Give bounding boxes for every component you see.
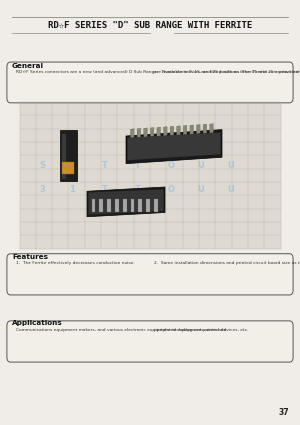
Text: U: U [228, 184, 234, 194]
Polygon shape [107, 199, 111, 212]
Text: RD☆F SERIES "D" SUB RANGE WITH FERRITE: RD☆F SERIES "D" SUB RANGE WITH FERRITE [48, 21, 252, 30]
Text: I: I [70, 161, 74, 170]
Text: S: S [39, 161, 45, 170]
Polygon shape [170, 126, 174, 136]
Polygon shape [196, 125, 200, 134]
Polygon shape [164, 127, 167, 136]
Polygon shape [150, 128, 154, 137]
Text: T: T [102, 161, 108, 170]
Polygon shape [88, 190, 164, 215]
Polygon shape [61, 134, 66, 178]
Polygon shape [115, 199, 119, 212]
Polygon shape [123, 199, 127, 212]
Bar [20, 102, 281, 249]
Text: General: General [12, 63, 44, 69]
Polygon shape [203, 124, 207, 133]
Polygon shape [60, 130, 76, 181]
Polygon shape [62, 162, 74, 174]
Polygon shape [130, 129, 134, 138]
FancyBboxPatch shape [7, 62, 293, 103]
Text: 1: 1 [69, 184, 75, 194]
Polygon shape [157, 127, 160, 136]
Text: O: O [167, 161, 175, 170]
Text: Applications: Applications [12, 320, 63, 326]
Polygon shape [99, 199, 103, 212]
FancyBboxPatch shape [7, 254, 293, 295]
Text: Features: Features [12, 254, 48, 260]
Text: 1.  The Ferrite effectively decreases conduction noise.: 1. The Ferrite effectively decreases con… [16, 261, 135, 265]
Text: Communications equipment makers, and various electronic equipment including comp: Communications equipment makers, and var… [16, 328, 227, 332]
Text: O: O [167, 184, 175, 194]
Polygon shape [138, 199, 142, 212]
FancyBboxPatch shape [7, 321, 293, 362]
Polygon shape [210, 124, 213, 133]
Text: peripheral equipment, control devices, etc.: peripheral equipment, control devices, e… [154, 328, 249, 332]
Text: U: U [228, 161, 234, 170]
Polygon shape [92, 199, 95, 212]
Polygon shape [137, 128, 141, 138]
Text: 2.  Same installation dimensions and printed circuit board size as the conventio: 2. Same installation dimensions and prin… [154, 261, 300, 265]
Polygon shape [144, 128, 147, 137]
Polygon shape [177, 126, 180, 135]
Text: T: T [135, 161, 141, 170]
Text: are available in 9, 15, and 25 positions (The 15 and 25 contact version is only : are available in 9, 15, and 25 positions… [154, 70, 300, 74]
Text: T: T [102, 184, 108, 194]
Text: 3: 3 [39, 184, 45, 194]
Polygon shape [183, 125, 187, 135]
Polygon shape [87, 187, 165, 217]
Polygon shape [128, 133, 220, 160]
Polygon shape [126, 130, 222, 164]
Text: T: T [135, 184, 141, 194]
Polygon shape [146, 199, 150, 212]
Text: RD☆F Series connectors are a new (and advanced) D Sub Range.  These connectors a: RD☆F Series connectors are a new (and ad… [16, 70, 300, 74]
Text: U: U [198, 161, 204, 170]
Text: U: U [198, 184, 204, 194]
Polygon shape [190, 125, 194, 134]
Polygon shape [130, 199, 134, 212]
Text: 37: 37 [279, 408, 290, 417]
Polygon shape [154, 199, 158, 212]
